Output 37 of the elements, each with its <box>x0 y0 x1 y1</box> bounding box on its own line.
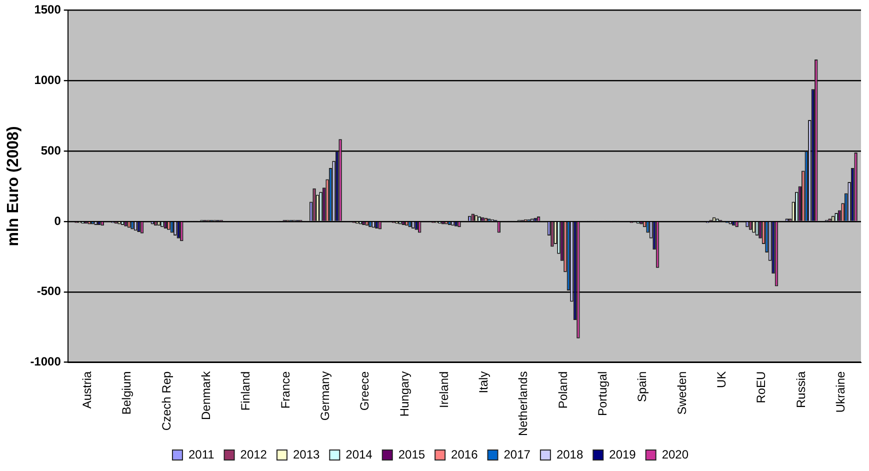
x-tick-label: Finland <box>238 371 253 411</box>
x-tick-label: Austria <box>80 370 94 409</box>
y-tick-label: 1000 <box>34 72 62 87</box>
x-tick-label: Russia <box>794 370 808 408</box>
legend-label: 2012 <box>240 447 268 462</box>
x-tick-label: Netherlands <box>516 371 530 436</box>
y-tick-label: 1500 <box>34 2 62 17</box>
y-tick-label: -1000 <box>30 354 62 369</box>
legend-label: 2011 <box>188 447 215 462</box>
x-tick-label: Sweden <box>674 371 689 415</box>
legend-label: 2019 <box>609 447 636 462</box>
x-tick-label: RoEU <box>754 371 768 404</box>
legend-label: 2013 <box>292 447 320 462</box>
x-tick-label: Czech Rep <box>159 370 174 431</box>
y-tick-label: 500 <box>40 143 62 158</box>
legend-label: 2018 <box>556 447 584 462</box>
x-tick-label: Greece <box>358 370 372 411</box>
legend-label: 2020 <box>662 447 689 462</box>
y-axis-title: mln Euro (2008) <box>5 126 22 246</box>
y-tick-label: 0 <box>54 214 62 228</box>
x-tick-label: Portugal <box>596 371 610 416</box>
legend-label: 2015 <box>398 447 426 462</box>
x-tick-label: Poland <box>556 371 570 409</box>
x-tick-label: Ukraine <box>833 370 848 413</box>
x-tick-label: Denmark <box>199 370 213 420</box>
y-tick-label: -500 <box>36 284 62 298</box>
legend-label: 2016 <box>451 447 478 462</box>
x-tick-label: Hungary <box>397 371 412 417</box>
x-tick-label: Ireland <box>436 371 451 408</box>
x-tick-label: Germany <box>318 371 332 421</box>
x-tick-label: UK <box>714 371 729 388</box>
x-tick-label: France <box>278 370 292 409</box>
x-tick-label: Spain <box>635 371 650 402</box>
legend-label: 2017 <box>504 447 531 462</box>
x-tick-label: Italy <box>476 371 491 394</box>
legend-label: 2014 <box>346 447 373 462</box>
x-tick-label: Belgium <box>120 371 134 415</box>
